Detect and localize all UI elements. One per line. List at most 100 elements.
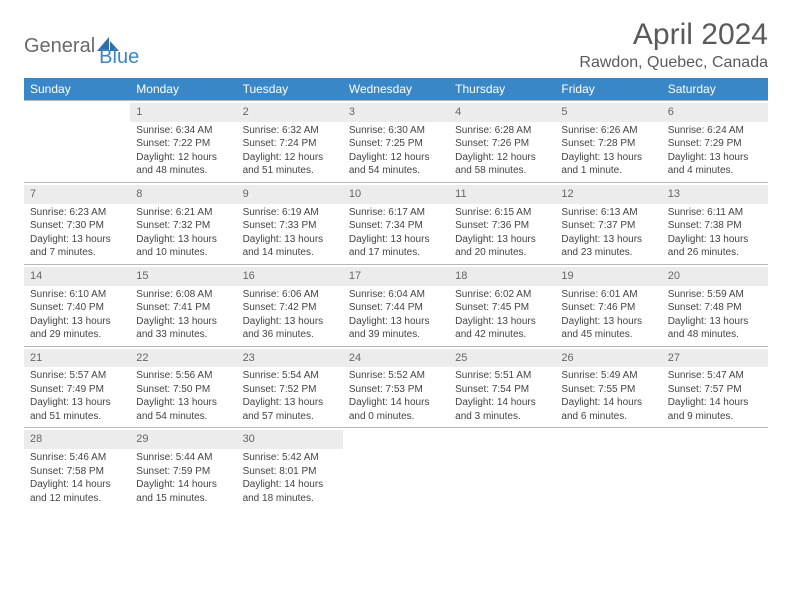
- sunrise-text: Sunrise: 5:51 AM: [455, 369, 549, 383]
- date-number: 12: [555, 185, 661, 204]
- day-cell: 2Sunrise: 6:32 AMSunset: 7:24 PMDaylight…: [237, 100, 343, 182]
- day-cell: 4Sunrise: 6:28 AMSunset: 7:26 PMDaylight…: [449, 100, 555, 182]
- logo-text-blue: Blue: [99, 46, 139, 69]
- sunset-text: Sunset: 7:24 PM: [243, 137, 337, 151]
- day-cell: 21Sunrise: 5:57 AMSunset: 7:49 PMDayligh…: [24, 346, 130, 428]
- sunrise-text: Sunrise: 6:13 AM: [561, 206, 655, 220]
- daylight-text-1: Daylight: 12 hours: [243, 151, 337, 165]
- daylight-text-2: and 57 minutes.: [243, 410, 337, 424]
- day-cell: 27Sunrise: 5:47 AMSunset: 7:57 PMDayligh…: [662, 346, 768, 428]
- week-row: 14Sunrise: 6:10 AMSunset: 7:40 PMDayligh…: [24, 264, 768, 346]
- daylight-text-2: and 4 minutes.: [668, 164, 762, 178]
- daylight-text-2: and 14 minutes.: [243, 246, 337, 260]
- daylight-text-1: Daylight: 13 hours: [243, 396, 337, 410]
- sunset-text: Sunset: 7:26 PM: [455, 137, 549, 151]
- daylight-text-2: and 29 minutes.: [30, 328, 124, 342]
- day-header-thu: Thursday: [449, 78, 555, 100]
- daylight-text-2: and 15 minutes.: [136, 492, 230, 506]
- sunrise-text: Sunrise: 6:30 AM: [349, 124, 443, 138]
- empty-cell: [449, 427, 555, 509]
- date-number: 10: [343, 185, 449, 204]
- sunset-text: Sunset: 7:29 PM: [668, 137, 762, 151]
- date-number: 17: [343, 267, 449, 286]
- date-number: 4: [449, 103, 555, 122]
- daylight-text-2: and 20 minutes.: [455, 246, 549, 260]
- date-number: 18: [449, 267, 555, 286]
- sunset-text: Sunset: 7:48 PM: [668, 301, 762, 315]
- daylight-text-2: and 0 minutes.: [349, 410, 443, 424]
- date-number: 3: [343, 103, 449, 122]
- sunset-text: Sunset: 7:50 PM: [136, 383, 230, 397]
- date-number: 9: [237, 185, 343, 204]
- daylight-text-1: Daylight: 14 hours: [455, 396, 549, 410]
- sunset-text: Sunset: 7:53 PM: [349, 383, 443, 397]
- daylight-text-1: Daylight: 13 hours: [668, 151, 762, 165]
- sunrise-text: Sunrise: 5:46 AM: [30, 451, 124, 465]
- date-number: 20: [662, 267, 768, 286]
- date-number: 19: [555, 267, 661, 286]
- date-number: 2: [237, 103, 343, 122]
- daylight-text-2: and 9 minutes.: [668, 410, 762, 424]
- day-cell: 19Sunrise: 6:01 AMSunset: 7:46 PMDayligh…: [555, 264, 661, 346]
- date-number: [343, 430, 449, 449]
- sunset-text: Sunset: 7:33 PM: [243, 219, 337, 233]
- date-number: 15: [130, 267, 236, 286]
- daylight-text-1: Daylight: 14 hours: [561, 396, 655, 410]
- date-number: 29: [130, 430, 236, 449]
- date-number: 27: [662, 349, 768, 368]
- date-number: 25: [449, 349, 555, 368]
- sunset-text: Sunset: 7:34 PM: [349, 219, 443, 233]
- sunrise-text: Sunrise: 6:28 AM: [455, 124, 549, 138]
- sunset-text: Sunset: 7:25 PM: [349, 137, 443, 151]
- sunset-text: Sunset: 7:49 PM: [30, 383, 124, 397]
- week-row: 21Sunrise: 5:57 AMSunset: 7:49 PMDayligh…: [24, 346, 768, 428]
- day-cell: 24Sunrise: 5:52 AMSunset: 7:53 PMDayligh…: [343, 346, 449, 428]
- date-number: 5: [555, 103, 661, 122]
- sunset-text: Sunset: 7:46 PM: [561, 301, 655, 315]
- day-cell: 20Sunrise: 5:59 AMSunset: 7:48 PMDayligh…: [662, 264, 768, 346]
- date-number: 26: [555, 349, 661, 368]
- day-cell: 28Sunrise: 5:46 AMSunset: 7:58 PMDayligh…: [24, 427, 130, 509]
- day-cell: 12Sunrise: 6:13 AMSunset: 7:37 PMDayligh…: [555, 182, 661, 264]
- daylight-text-1: Daylight: 13 hours: [30, 396, 124, 410]
- sunrise-text: Sunrise: 6:17 AM: [349, 206, 443, 220]
- logo-text-general: General: [24, 35, 95, 58]
- header: General Blue April 2024 Rawdon, Quebec, …: [24, 18, 768, 72]
- sunrise-text: Sunrise: 5:44 AM: [136, 451, 230, 465]
- sunrise-text: Sunrise: 5:59 AM: [668, 288, 762, 302]
- sunset-text: Sunset: 7:36 PM: [455, 219, 549, 233]
- daylight-text-1: Daylight: 13 hours: [668, 233, 762, 247]
- date-number: 22: [130, 349, 236, 368]
- sunset-text: Sunset: 7:37 PM: [561, 219, 655, 233]
- week-row: 1Sunrise: 6:34 AMSunset: 7:22 PMDaylight…: [24, 100, 768, 182]
- day-cell: 22Sunrise: 5:56 AMSunset: 7:50 PMDayligh…: [130, 346, 236, 428]
- date-number: 8: [130, 185, 236, 204]
- date-number: [662, 430, 768, 449]
- date-number: 28: [24, 430, 130, 449]
- daylight-text-2: and 48 minutes.: [136, 164, 230, 178]
- sunrise-text: Sunrise: 5:49 AM: [561, 369, 655, 383]
- empty-cell: [343, 427, 449, 509]
- sunset-text: Sunset: 7:32 PM: [136, 219, 230, 233]
- daylight-text-1: Daylight: 13 hours: [136, 396, 230, 410]
- daylight-text-2: and 26 minutes.: [668, 246, 762, 260]
- sunrise-text: Sunrise: 6:23 AM: [30, 206, 124, 220]
- week-row: 7Sunrise: 6:23 AMSunset: 7:30 PMDaylight…: [24, 182, 768, 264]
- sunrise-text: Sunrise: 6:08 AM: [136, 288, 230, 302]
- daylight-text-1: Daylight: 13 hours: [243, 233, 337, 247]
- daylight-text-1: Daylight: 13 hours: [349, 315, 443, 329]
- daylight-text-2: and 48 minutes.: [668, 328, 762, 342]
- date-number: 23: [237, 349, 343, 368]
- daylight-text-2: and 12 minutes.: [30, 492, 124, 506]
- sunrise-text: Sunrise: 6:21 AM: [136, 206, 230, 220]
- daylight-text-2: and 6 minutes.: [561, 410, 655, 424]
- day-cell: 16Sunrise: 6:06 AMSunset: 7:42 PMDayligh…: [237, 264, 343, 346]
- day-cell: 29Sunrise: 5:44 AMSunset: 7:59 PMDayligh…: [130, 427, 236, 509]
- sunrise-text: Sunrise: 6:24 AM: [668, 124, 762, 138]
- day-cell: 3Sunrise: 6:30 AMSunset: 7:25 PMDaylight…: [343, 100, 449, 182]
- day-cell: 7Sunrise: 6:23 AMSunset: 7:30 PMDaylight…: [24, 182, 130, 264]
- day-cell: 10Sunrise: 6:17 AMSunset: 7:34 PMDayligh…: [343, 182, 449, 264]
- daylight-text-1: Daylight: 13 hours: [243, 315, 337, 329]
- daylight-text-2: and 54 minutes.: [349, 164, 443, 178]
- sunset-text: Sunset: 7:52 PM: [243, 383, 337, 397]
